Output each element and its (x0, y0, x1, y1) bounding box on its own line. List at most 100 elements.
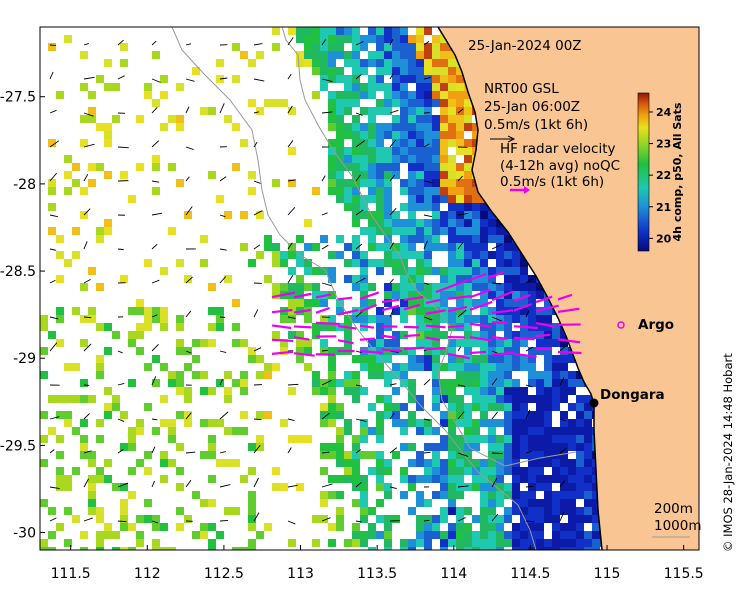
sst-pixel (400, 27, 408, 35)
sst-pixel (536, 515, 544, 523)
model-arrow (559, 480, 566, 488)
sst-pixel (448, 107, 456, 115)
sst-pixel (416, 171, 424, 179)
sst-pixel (248, 171, 256, 179)
sst-pixel (440, 123, 448, 131)
sst-pixel (456, 299, 464, 307)
model-arrow (49, 140, 60, 148)
sst-pixel (96, 235, 104, 243)
sst-pixel (432, 491, 440, 499)
sst-pixel (184, 211, 192, 219)
sst-pixel (64, 35, 72, 43)
sst-pixel (416, 203, 424, 211)
sst-pixel (392, 387, 400, 395)
sst-pixel (512, 307, 520, 315)
sst-pixel (416, 339, 424, 347)
sst-pixel (352, 155, 360, 163)
sst-pixel (336, 443, 344, 451)
sst-pixel (512, 283, 520, 291)
sst-pixel (544, 547, 552, 550)
sst-pixel (312, 59, 320, 67)
sst-pixel (432, 243, 440, 251)
sst-pixel (80, 379, 88, 387)
sst-pixel (416, 131, 424, 139)
sst-pixel (112, 331, 120, 339)
sst-pixel (200, 531, 208, 539)
sst-pixel (128, 427, 136, 435)
sst-pixel (136, 427, 144, 435)
model-arrow (219, 411, 229, 420)
sst-pixel (328, 35, 336, 43)
sst-pixel (104, 139, 112, 147)
sst-pixel (408, 547, 416, 550)
sst-pixel (504, 483, 512, 491)
hf-arrow (271, 338, 294, 343)
sst-pixel (584, 435, 592, 443)
sst-pixel (400, 299, 408, 307)
hf-arrow (535, 322, 556, 328)
sst-pixel (328, 251, 336, 259)
sst-pixel (312, 387, 320, 395)
sst-pixel (360, 131, 368, 139)
sst-pixel (416, 75, 424, 83)
sst-pixel (504, 451, 512, 459)
sst-pixel (544, 387, 552, 395)
sst-pixel (432, 459, 440, 467)
sst-pixel (176, 83, 184, 91)
model-arrow (49, 279, 56, 284)
dongara-label: Dongara (600, 387, 665, 403)
model-arrow (151, 180, 160, 183)
plot-frame (39, 26, 700, 551)
sst-pixel (400, 475, 408, 483)
model-arrow (423, 41, 430, 46)
sst-pixel (440, 107, 448, 115)
sst-pixel (280, 339, 288, 347)
sst-pixel (352, 539, 360, 547)
sst-pixel (496, 371, 504, 379)
sst-pixel (288, 147, 296, 155)
sst-pixel (544, 371, 552, 379)
sst-pixel (456, 203, 464, 211)
sst-pixel (408, 211, 416, 219)
sst-pixel (392, 227, 400, 235)
sst-pixel (352, 259, 360, 267)
sst-pixel (72, 307, 80, 315)
sst-pixel (368, 163, 376, 171)
sst-pixel (552, 539, 560, 547)
sst-pixel (168, 115, 176, 123)
sst-pixel (408, 195, 416, 203)
sst-pixel (440, 435, 448, 443)
sst-pixel (96, 515, 104, 523)
sst-pixel (120, 443, 128, 451)
sst-pixel (408, 99, 416, 107)
sst-pixel (120, 171, 128, 179)
sst-pixel (336, 155, 344, 163)
sst-pixel (528, 435, 536, 443)
model-arrow (253, 78, 265, 82)
sst-pixel (136, 299, 144, 307)
sst-pixel (48, 331, 56, 339)
sst-pixel (320, 235, 328, 243)
sst-pixel (160, 307, 168, 315)
sst-pixel (384, 27, 392, 35)
sst-pixel (312, 331, 320, 339)
sst-pixel (400, 83, 408, 91)
sst-pixel (328, 51, 336, 59)
sst-pixel (400, 267, 408, 275)
sst-pixel (104, 403, 112, 411)
sst-pixel (144, 363, 152, 371)
sst-pixel (344, 475, 352, 483)
sst-pixel (360, 123, 368, 131)
sst-pixel (504, 243, 512, 251)
sst-pixel (344, 187, 352, 195)
sst-pixel (312, 35, 320, 43)
sst-pixel (424, 27, 432, 35)
sst-pixel (200, 107, 208, 115)
model-arrow (457, 517, 466, 522)
model-arrow (423, 180, 433, 184)
sst-pixel (160, 475, 168, 483)
sst-pixel (152, 187, 160, 195)
sst-pixel (392, 243, 400, 251)
sst-pixel (48, 227, 56, 235)
model-arrow (151, 140, 160, 148)
